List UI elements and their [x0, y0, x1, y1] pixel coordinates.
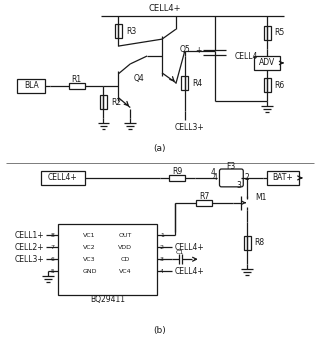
Text: R7: R7	[199, 192, 209, 201]
Bar	[264, 78, 270, 92]
Text: R2: R2	[111, 98, 121, 107]
Text: VC1: VC1	[84, 233, 96, 238]
Text: R4: R4	[192, 79, 203, 88]
Text: CELL2+: CELL2+	[14, 243, 44, 252]
Text: 3: 3	[160, 257, 164, 262]
Text: VC4: VC4	[119, 269, 132, 274]
Text: 5: 5	[51, 269, 55, 274]
Text: CELL1+: CELL1+	[14, 231, 44, 240]
Text: +: +	[196, 46, 202, 54]
Bar	[267, 171, 299, 185]
Text: R5: R5	[275, 28, 285, 37]
Bar	[17, 79, 45, 93]
Text: GND: GND	[82, 269, 97, 274]
Text: 7: 7	[51, 245, 55, 250]
Text: CD: CD	[121, 257, 130, 262]
Text: (a): (a)	[154, 144, 166, 153]
Text: CELL4: CELL4	[234, 52, 258, 62]
Text: 4: 4	[160, 269, 164, 274]
Bar	[244, 236, 251, 250]
Text: 3: 3	[237, 181, 242, 190]
Text: 4: 4	[211, 169, 216, 177]
Text: OUT: OUT	[119, 233, 132, 238]
FancyBboxPatch shape	[220, 169, 243, 187]
Text: R9: R9	[172, 168, 182, 176]
Bar	[264, 26, 270, 40]
Text: CELL3+: CELL3+	[175, 123, 204, 132]
Text: F3: F3	[227, 162, 236, 171]
Text: 1: 1	[160, 233, 164, 238]
Text: R1: R1	[72, 75, 82, 84]
Text: C1: C1	[176, 250, 184, 255]
Text: Q4: Q4	[133, 74, 144, 83]
Bar	[69, 83, 85, 89]
Text: (b): (b)	[154, 326, 166, 335]
Text: CELL4+: CELL4+	[175, 267, 204, 276]
Bar	[181, 76, 188, 90]
Text: BQ29411: BQ29411	[90, 295, 125, 304]
Bar	[41, 171, 85, 185]
Bar	[196, 200, 212, 206]
Bar	[115, 24, 122, 38]
Text: 8: 8	[51, 233, 55, 238]
Text: Q5: Q5	[180, 45, 191, 54]
Text: VC2: VC2	[83, 245, 96, 250]
Text: 2: 2	[244, 173, 249, 183]
Bar	[100, 95, 107, 109]
Bar	[58, 223, 157, 295]
Text: M1: M1	[255, 193, 267, 202]
Text: BAT+: BAT+	[273, 173, 293, 183]
Text: CELL3+: CELL3+	[14, 255, 44, 264]
Text: BLA: BLA	[24, 81, 38, 90]
Bar	[169, 175, 185, 181]
Text: 2: 2	[160, 245, 164, 250]
Text: R6: R6	[275, 81, 285, 90]
Text: VDD: VDD	[118, 245, 132, 250]
Text: 4: 4	[212, 173, 218, 183]
Text: R3: R3	[126, 27, 136, 36]
Text: 6: 6	[51, 257, 55, 262]
Text: CELL4+: CELL4+	[48, 173, 78, 183]
Text: CELL4+: CELL4+	[175, 243, 204, 252]
Text: R8: R8	[255, 238, 265, 248]
Text: VC3: VC3	[83, 257, 96, 262]
Text: CELL4+: CELL4+	[149, 4, 181, 13]
Text: ADV: ADV	[259, 58, 275, 67]
Bar	[254, 56, 280, 70]
